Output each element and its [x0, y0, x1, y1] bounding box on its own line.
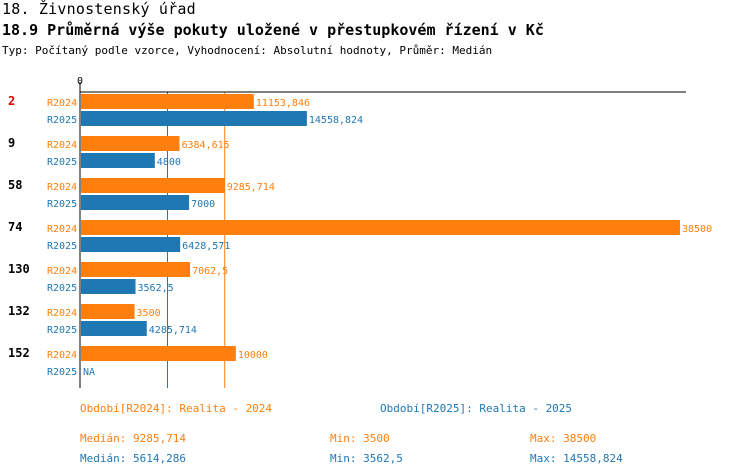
- stat-r2025-max: Max: 14558,824: [530, 452, 623, 465]
- category-label: 132: [8, 304, 30, 318]
- data-label-r2025: 14558,824: [309, 115, 363, 126]
- bar-r2024: [81, 304, 135, 319]
- series-label-r2024: R2024: [47, 266, 77, 277]
- bar-r2024: [81, 262, 191, 277]
- axis-zero-label: 0: [77, 76, 83, 87]
- series-label-r2024: R2024: [47, 224, 77, 235]
- bar-r2024: [81, 346, 236, 361]
- series-label-r2024: R2024: [47, 350, 77, 361]
- series-label-r2025: R2025: [47, 283, 77, 294]
- bar-r2025: [81, 111, 307, 126]
- bar-r2025: [81, 279, 136, 294]
- bar-r2024: [81, 178, 225, 193]
- category-label: 74: [8, 220, 22, 234]
- category-label: 9: [8, 136, 15, 150]
- data-label-r2025: 3562,5: [138, 283, 174, 294]
- bar-r2024: [81, 94, 254, 109]
- data-label-r2025: 7000: [191, 199, 215, 210]
- legend-r2025: Období[R2025]: Realita - 2025: [380, 402, 573, 415]
- data-label-r2024: 9285,714: [227, 182, 275, 193]
- section-title: 18. Živnostenský úřad: [2, 0, 196, 18]
- bar-r2025: [81, 195, 190, 210]
- series-label-r2025: R2025: [47, 367, 77, 378]
- stat-r2025-min: Min: 3562,5: [330, 452, 403, 465]
- data-label-r2025: 4800: [157, 157, 181, 168]
- stat-r2024-median: Medián: 9285,714: [80, 432, 186, 445]
- bar-r2025: [81, 237, 181, 252]
- series-label-r2024: R2024: [47, 98, 77, 109]
- data-label-r2024: 6384,615: [182, 140, 230, 151]
- data-label-r2025: 4285,714: [149, 325, 197, 336]
- category-label: 2: [8, 94, 15, 108]
- series-label-r2024: R2024: [47, 140, 77, 151]
- data-label-r2024: 38500: [682, 224, 712, 235]
- bar-chart: 0 2 R2024 11153,846 R2025 14558,824 9 R2024 6384…: [8, 76, 712, 388]
- series-label-r2024: R2024: [47, 308, 77, 319]
- stat-r2024-min: Min: 3500: [330, 432, 390, 445]
- category-label: 152: [8, 346, 30, 360]
- data-label-r2025: 6428,571: [182, 241, 230, 252]
- data-label-r2024: 11153,846: [256, 98, 310, 109]
- bar-r2024: [81, 220, 680, 235]
- bar-r2025: [81, 321, 147, 336]
- data-label-r2024: 10000: [238, 350, 268, 361]
- bar-r2025: [81, 153, 155, 168]
- legend-r2024: Období[R2024]: Realita - 2024: [80, 402, 273, 415]
- series-label-r2024: R2024: [47, 182, 77, 193]
- series-label-r2025: R2025: [47, 157, 77, 168]
- data-label-r2024: 3500: [137, 308, 161, 319]
- bar-r2024: [81, 136, 180, 151]
- category-label: 130: [8, 262, 30, 276]
- chart-subtitle: Typ: Počítaný podle vzorce, Vyhodnocení:…: [2, 44, 493, 57]
- data-label-r2024: 7062,5: [192, 266, 228, 277]
- data-label-r2025: NA: [83, 367, 95, 378]
- stat-r2025-median: Medián: 5614,286: [80, 452, 186, 465]
- series-label-r2025: R2025: [47, 115, 77, 126]
- series-label-r2025: R2025: [47, 199, 77, 210]
- stat-r2024-max: Max: 38500: [530, 432, 597, 445]
- series-label-r2025: R2025: [47, 241, 77, 252]
- page-title: 18.9 Průměrná výše pokuty uložené v přes…: [2, 21, 544, 39]
- category-label: 58: [8, 178, 22, 192]
- series-label-r2025: R2025: [47, 325, 77, 336]
